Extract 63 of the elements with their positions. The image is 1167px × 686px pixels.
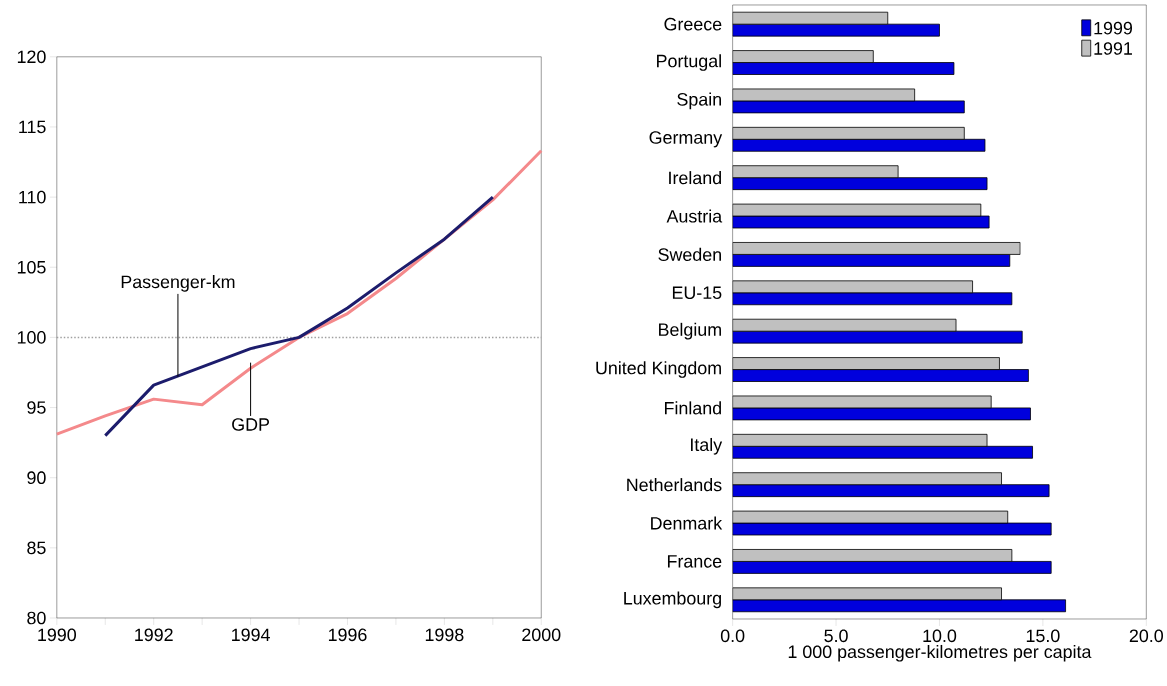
x-tick-label: 2000 bbox=[522, 628, 561, 642]
x-tick-label: 1990 bbox=[38, 628, 77, 642]
bar bbox=[732, 446, 1033, 459]
legend-label: 1991 bbox=[1094, 42, 1132, 55]
y-tick-label: Denmark bbox=[651, 516, 723, 530]
bar bbox=[732, 280, 973, 294]
x-tick-label: 15.0 bbox=[1026, 629, 1060, 643]
bar bbox=[732, 434, 988, 447]
x-tick-label: 1992 bbox=[135, 628, 173, 642]
bar bbox=[732, 177, 988, 191]
bar bbox=[732, 165, 899, 179]
y-tick-label: Italy bbox=[691, 438, 723, 455]
y-tick-label: Finland bbox=[664, 401, 721, 415]
y-tick-label: Netherlands bbox=[627, 478, 722, 492]
x-tick-label: 5.0 bbox=[824, 629, 848, 643]
x-tick-label: 20.0 bbox=[1129, 629, 1163, 643]
bar bbox=[732, 62, 955, 76]
bar bbox=[732, 549, 1013, 562]
bar bbox=[732, 11, 889, 25]
bar bbox=[732, 139, 986, 152]
y-tick-label: 115 bbox=[19, 120, 46, 134]
y-tick-label: Luxembourg bbox=[624, 591, 721, 609]
y-tick-label: 80 bbox=[27, 611, 46, 625]
y-tick-label: 95 bbox=[27, 401, 46, 414]
y-tick-label: 100 bbox=[17, 331, 46, 344]
bar bbox=[732, 127, 965, 140]
bar bbox=[732, 254, 1011, 267]
bar bbox=[732, 587, 1002, 601]
bar bbox=[732, 484, 1050, 498]
bar bbox=[732, 472, 1002, 486]
legend-label: 1999 bbox=[1094, 21, 1133, 35]
y-tick-label: EU-15 bbox=[672, 286, 722, 300]
y-tick-label: 110 bbox=[19, 190, 46, 204]
x-tick-label: 1996 bbox=[328, 628, 367, 642]
x-tick-label: 0.0 bbox=[720, 629, 745, 643]
y-tick-label: 90 bbox=[27, 471, 46, 485]
x-tick-label: 1994 bbox=[232, 628, 270, 642]
y-tick-label: France bbox=[667, 555, 722, 568]
y-tick-label: Sweden bbox=[658, 247, 721, 262]
y-tick-label: Belgium bbox=[659, 322, 721, 340]
y-tick-label: 105 bbox=[17, 261, 46, 274]
bar bbox=[732, 561, 1052, 574]
bar bbox=[732, 292, 1013, 306]
y-tick-label: United Kingdom bbox=[596, 361, 721, 378]
y-tick-label: Ireland bbox=[669, 171, 721, 185]
y-tick-label: 120 bbox=[17, 50, 46, 64]
y-tick-label: Austria bbox=[666, 209, 723, 223]
x-axis-title: 1 000 passenger-kilometres per capita bbox=[788, 645, 1092, 662]
bar bbox=[732, 369, 1029, 383]
annotation: Passenger-km bbox=[121, 275, 235, 292]
y-tick-label: Portugal bbox=[657, 54, 721, 71]
y-tick-label: Germany bbox=[649, 131, 723, 148]
annotation: GDP bbox=[232, 418, 270, 431]
x-tick-label: 10.0 bbox=[923, 629, 957, 643]
bar bbox=[732, 242, 1021, 255]
bar bbox=[732, 318, 957, 332]
y-tick-label: 85 bbox=[27, 541, 46, 555]
y-tick-label: Spain bbox=[677, 92, 721, 110]
x-tick-label: 1998 bbox=[425, 628, 464, 642]
y-tick-label: Greece bbox=[664, 17, 722, 31]
bar bbox=[732, 50, 874, 64]
bar bbox=[732, 357, 1000, 371]
bar bbox=[732, 599, 1067, 613]
